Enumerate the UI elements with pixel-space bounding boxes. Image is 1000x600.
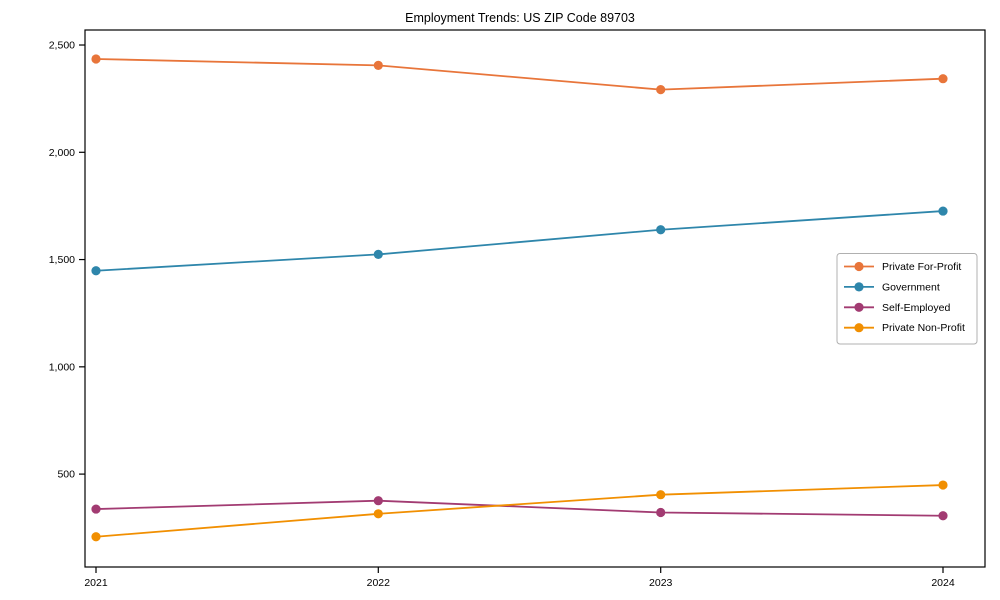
x-tick-label: 2021 xyxy=(84,577,108,589)
series-line-self-employed xyxy=(95,499,944,517)
data-point-private-non-profit-2021 xyxy=(91,532,101,542)
data-point-private-non-profit-2024 xyxy=(938,480,948,490)
y-tick-label: 1,500 xyxy=(49,254,75,266)
data-point-private-for-profit-2021 xyxy=(91,54,101,64)
x-tick-label: 2024 xyxy=(931,577,955,589)
data-point-private-for-profit-2023 xyxy=(656,85,666,95)
data-point-private-non-profit-2022 xyxy=(373,509,383,519)
data-point-self-employed-2024 xyxy=(938,511,948,521)
data-point-self-employed-2023 xyxy=(656,507,666,518)
chart-title: Employment Trends: US ZIP Code 89703 xyxy=(405,11,635,25)
data-point-private-non-profit-2023 xyxy=(656,490,666,500)
y-tick-label: 500 xyxy=(57,469,75,481)
legend-label-private-non-profit: Private Non-Profit xyxy=(882,322,965,334)
x-tick-label: 2022 xyxy=(367,577,391,589)
legend-label-private-for-profit: Private For-Profit xyxy=(882,261,961,273)
data-point-private-for-profit-2022 xyxy=(373,60,383,70)
y-tick-label: 2,000 xyxy=(49,147,75,159)
data-point-government-2024 xyxy=(938,206,948,216)
legend-label-government: Government xyxy=(882,281,940,293)
series-line-private-non-profit xyxy=(95,484,944,538)
series-line-private-for-profit xyxy=(95,58,944,91)
data-point-government-2023 xyxy=(656,225,666,235)
y-tick-label: 1,000 xyxy=(49,361,75,373)
plot-border xyxy=(84,29,986,568)
legend-label-self-employed: Self-Employed xyxy=(882,302,950,314)
legend-box xyxy=(836,253,978,345)
data-point-government-2021 xyxy=(91,266,101,276)
legend-marker-dot-private-for-profit xyxy=(854,261,864,272)
series-line-government xyxy=(95,210,944,272)
legend-marker-dot-private-non-profit xyxy=(854,323,864,333)
y-tick-label: 2,500 xyxy=(49,40,75,52)
data-point-government-2022 xyxy=(373,249,383,260)
data-point-self-employed-2021 xyxy=(91,504,101,514)
x-tick-label: 2023 xyxy=(649,577,673,589)
legend-marker-dot-government xyxy=(854,282,864,292)
data-point-private-for-profit-2024 xyxy=(938,74,948,84)
legend-marker-dot-self-employed xyxy=(854,302,864,312)
data-point-self-employed-2022 xyxy=(373,496,383,506)
legend: Private For-Profit Government Self-Employe… xyxy=(836,253,978,345)
